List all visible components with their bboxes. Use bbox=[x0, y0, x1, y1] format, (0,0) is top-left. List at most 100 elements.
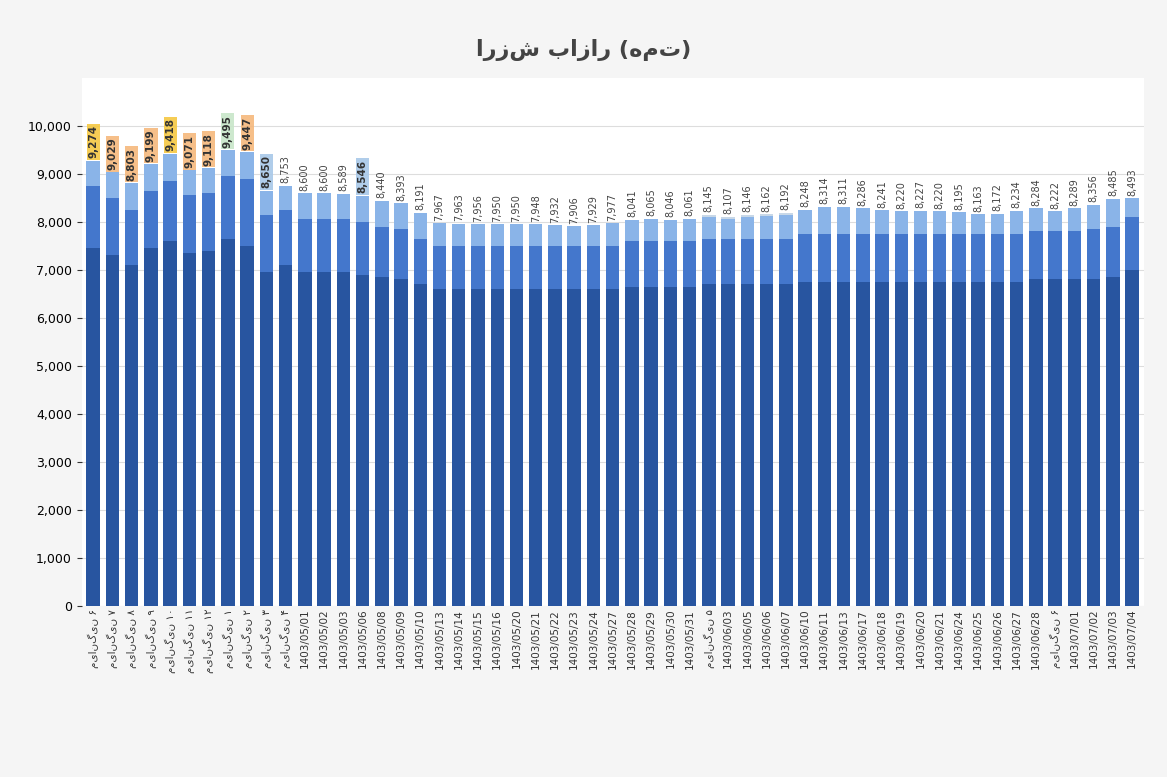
Text: 8,600: 8,600 bbox=[319, 163, 329, 190]
Bar bbox=[433, 223, 446, 246]
Bar bbox=[567, 226, 581, 606]
Bar bbox=[317, 193, 330, 219]
Bar bbox=[452, 246, 466, 289]
Text: 8,753: 8,753 bbox=[280, 155, 291, 183]
Bar bbox=[837, 282, 851, 606]
Bar bbox=[971, 234, 985, 282]
Text: 7,948: 7,948 bbox=[531, 194, 540, 222]
Bar bbox=[952, 212, 966, 234]
Bar bbox=[413, 284, 427, 606]
Bar bbox=[106, 172, 119, 606]
Text: 8,485: 8,485 bbox=[1107, 169, 1118, 196]
Bar bbox=[991, 282, 1004, 606]
Bar bbox=[952, 282, 966, 606]
Bar bbox=[664, 220, 677, 606]
Text: 8,220: 8,220 bbox=[896, 181, 907, 209]
Bar bbox=[683, 287, 697, 606]
Bar bbox=[279, 265, 293, 606]
Text: 8,107: 8,107 bbox=[724, 186, 733, 214]
Bar bbox=[971, 214, 985, 234]
Bar bbox=[914, 234, 928, 282]
Bar bbox=[529, 225, 543, 606]
Bar bbox=[721, 219, 735, 239]
Bar bbox=[394, 203, 407, 229]
Text: 7,932: 7,932 bbox=[550, 195, 560, 223]
Bar bbox=[780, 215, 792, 239]
Text: 8,046: 8,046 bbox=[665, 190, 676, 218]
Bar bbox=[375, 200, 389, 606]
Bar bbox=[145, 164, 158, 190]
Bar bbox=[741, 214, 754, 606]
Bar bbox=[510, 225, 523, 606]
Bar bbox=[452, 224, 466, 246]
Bar bbox=[183, 195, 196, 253]
Bar bbox=[222, 150, 235, 176]
Bar bbox=[259, 190, 273, 606]
Bar bbox=[1106, 277, 1119, 606]
Bar bbox=[145, 164, 158, 606]
Bar bbox=[991, 214, 1004, 606]
Bar bbox=[567, 246, 581, 289]
Bar bbox=[183, 170, 196, 195]
Text: 7,956: 7,956 bbox=[473, 193, 483, 221]
Text: 8,192: 8,192 bbox=[781, 183, 791, 210]
Text: 8,146: 8,146 bbox=[742, 185, 753, 212]
Text: 8,311: 8,311 bbox=[839, 177, 848, 204]
Bar bbox=[567, 226, 581, 246]
Bar bbox=[356, 196, 369, 606]
Text: 8,241: 8,241 bbox=[878, 180, 887, 207]
Bar bbox=[413, 239, 427, 284]
Bar bbox=[1125, 198, 1139, 606]
Bar bbox=[336, 219, 350, 272]
Bar bbox=[529, 289, 543, 606]
Bar bbox=[145, 190, 158, 248]
Bar bbox=[721, 239, 735, 284]
Bar bbox=[1068, 280, 1081, 606]
Bar bbox=[857, 234, 869, 282]
Bar bbox=[895, 211, 908, 234]
Bar bbox=[356, 196, 369, 221]
Text: 8,234: 8,234 bbox=[1012, 180, 1021, 208]
Text: 8,284: 8,284 bbox=[1030, 178, 1041, 206]
Bar bbox=[780, 239, 792, 284]
Bar bbox=[298, 193, 312, 606]
Bar bbox=[125, 183, 139, 210]
Text: 8,493: 8,493 bbox=[1127, 168, 1137, 196]
Bar bbox=[413, 213, 427, 239]
Bar bbox=[317, 272, 330, 606]
Bar bbox=[548, 289, 561, 606]
Bar bbox=[1029, 208, 1042, 606]
Bar bbox=[356, 221, 369, 274]
Text: 8,222: 8,222 bbox=[1050, 181, 1060, 209]
Bar bbox=[721, 217, 735, 606]
Text: 8,440: 8,440 bbox=[377, 171, 386, 198]
Bar bbox=[587, 246, 600, 289]
Bar bbox=[529, 246, 543, 289]
Bar bbox=[222, 176, 235, 239]
Bar bbox=[626, 220, 638, 606]
Bar bbox=[222, 150, 235, 606]
Bar bbox=[932, 234, 946, 282]
Bar bbox=[1106, 198, 1119, 227]
Bar bbox=[991, 234, 1004, 282]
Bar bbox=[394, 203, 407, 606]
Text: 9,029: 9,029 bbox=[107, 138, 118, 170]
Bar bbox=[259, 190, 273, 214]
Bar bbox=[375, 227, 389, 277]
Text: 8,356: 8,356 bbox=[1089, 175, 1098, 202]
Bar bbox=[837, 207, 851, 606]
Bar bbox=[1048, 232, 1062, 280]
Bar bbox=[336, 272, 350, 606]
Bar bbox=[490, 225, 504, 606]
Bar bbox=[240, 246, 254, 606]
Bar bbox=[914, 211, 928, 606]
Bar bbox=[818, 207, 831, 606]
Bar bbox=[1068, 232, 1081, 280]
Text: 8,589: 8,589 bbox=[338, 163, 348, 191]
Text: 8,065: 8,065 bbox=[647, 189, 656, 216]
Text: 9,495: 9,495 bbox=[223, 115, 233, 148]
Bar bbox=[471, 246, 484, 289]
Bar bbox=[202, 168, 216, 606]
Bar bbox=[1125, 270, 1139, 606]
Text: 9,118: 9,118 bbox=[204, 133, 214, 166]
